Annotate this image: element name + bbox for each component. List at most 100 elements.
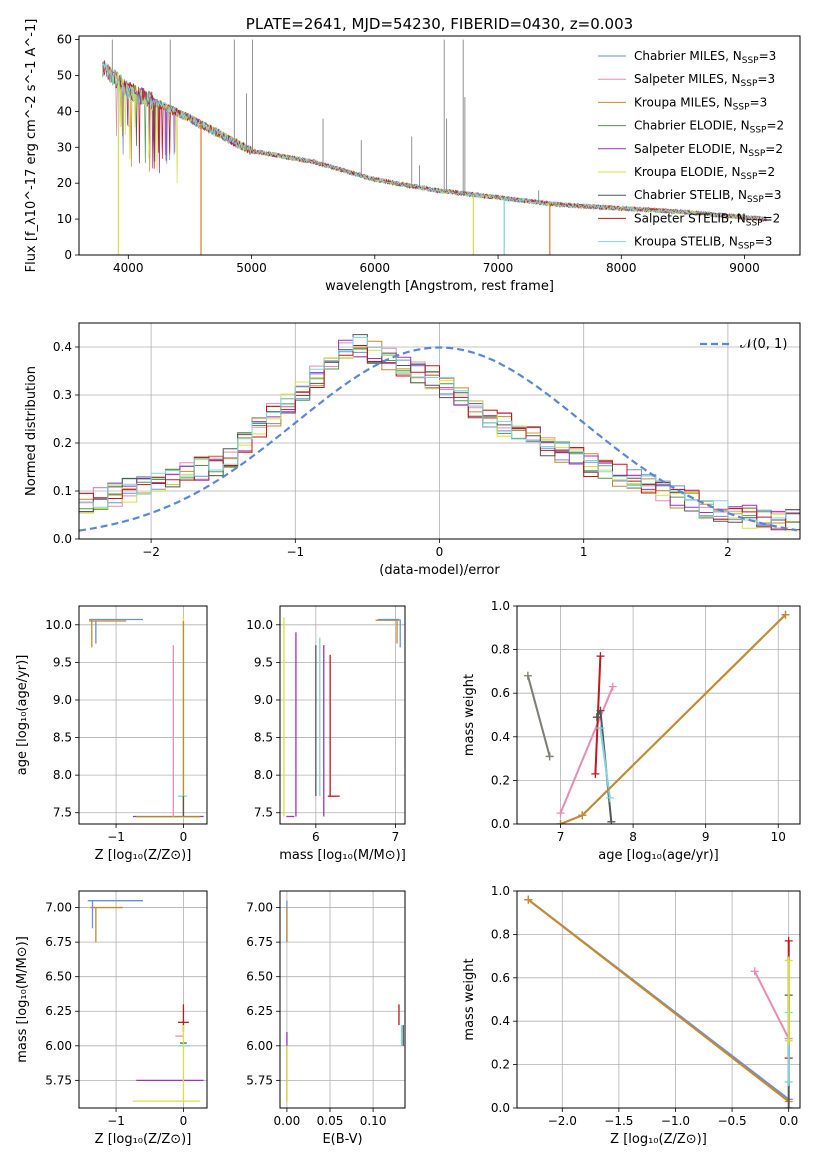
y-tick-label: 6.00 (45, 1039, 72, 1053)
mass-weight-series-3 (753, 970, 790, 1040)
plus-marker (596, 724, 605, 733)
axes-frame (516, 890, 801, 1109)
y-tick-label: 10 (57, 212, 72, 226)
x-tick-label: 0.0 (779, 1114, 798, 1128)
panel-4 (280, 606, 405, 824)
panel-8-axes: −2.0 −1.5 −1.0 −0.5 0.0 0.0 0.2 0.4 0.6 0.8 1.0 Z [… (462, 884, 801, 1147)
x-tick-label: −1.5 (604, 1114, 633, 1128)
mass-weight-series-8 (560, 613, 787, 824)
x-tick-label: 0 (180, 1114, 188, 1128)
plus-marker (524, 895, 533, 904)
panel-6-segments (87, 900, 204, 1102)
y-tick-label: 0.4 (491, 1014, 510, 1028)
chart-title: PLATE=2641, MJD=54230, FIBERID=0430, z=0… (246, 15, 633, 33)
legend-entry: Kroupa ELODIE, NSSP=2 (634, 165, 775, 182)
panel-3-segments (89, 617, 204, 818)
y-tick-label: 0.1 (53, 484, 72, 498)
plus-marker (607, 817, 616, 824)
x-tick-label: 1 (580, 545, 588, 559)
plus-marker (556, 820, 565, 824)
x-tick-label: 9 (702, 830, 710, 844)
y-tick-label: 0.4 (53, 340, 72, 354)
y-tick-label: 6.50 (246, 970, 273, 984)
legend-entry: Kroupa MILES, NSSP=3 (634, 95, 767, 112)
legend-entry: Chabrier ELODIE, NSSP=2 (634, 119, 784, 136)
x-tick-label: 7 (557, 830, 565, 844)
plus-marker (523, 671, 532, 680)
panel-2-axes: −2 −1 0 1 2 0.0 0.1 0.2 0.3 0.4 (data-model)/error… (24, 322, 801, 578)
y-tick-label: 7.00 (246, 901, 273, 915)
x-tick-label: 6 (312, 830, 320, 844)
plus-marker (784, 956, 793, 965)
plus-marker (591, 769, 600, 778)
panel-3 (79, 606, 207, 824)
legend-entry: 𝒩(0, 1) (740, 337, 787, 352)
normal-distribution-curve (79, 346, 798, 532)
legend-entry: Chabrier STELIB, NSSP=3 (634, 188, 782, 205)
axes-frame (78, 605, 208, 825)
plus-marker (592, 713, 601, 722)
x-axis-label: Z [log₁₀(Z/Z⊙)] (95, 1132, 192, 1147)
y-tick-label: 7.5 (254, 806, 273, 820)
y-axis-label: Flux [f_λ10^-17 erg cm^-2 s^-1 A^-1] (24, 19, 39, 273)
panel-8-series (524, 895, 793, 1108)
y-tick-label: 9.0 (254, 693, 273, 707)
x-axis-label: E(B-V) (322, 1132, 362, 1147)
y-tick-label: 9.0 (53, 693, 72, 707)
axes-frame (78, 35, 801, 256)
panel-4-axes: 6 7 7.5 8.0 8.5 9.0 9.5 10.0 mass [log₁₀(M/M⊙)] (246, 605, 406, 863)
y-tick-label: 7.5 (53, 806, 72, 820)
mass-weight-series-7 (560, 613, 787, 824)
legend-entry: Salpeter ELODIE, NSSP=2 (634, 142, 783, 159)
y-tick-label: 0.8 (491, 643, 510, 657)
panel-6-axes: −1 0 5.75 6.00 6.25 6.50 6.75 7.00 Z [log₁₀(Z/Z⊙… (15, 890, 208, 1147)
plus-marker (750, 967, 759, 976)
x-tick-label: 9000 (729, 261, 760, 275)
x-axis-label: mass [log₁₀(M/M⊙)] (279, 848, 406, 863)
x-tick-label: 10 (771, 830, 786, 844)
axes-frame (78, 890, 208, 1109)
mass-weight-series-2 (526, 675, 551, 757)
plus-marker (781, 610, 790, 619)
axes-frame (279, 890, 406, 1109)
axes-frame (516, 605, 801, 825)
residual-histograms (79, 334, 800, 532)
x-axis-label: (data-model)/error (379, 563, 500, 578)
x-tick-label: 5000 (236, 261, 267, 275)
y-tick-label: 20 (57, 176, 72, 190)
y-tick-label: 9.5 (254, 655, 273, 669)
plus-marker (608, 682, 617, 691)
x-tick-label: −0.5 (718, 1114, 747, 1128)
x-tick-label: 8000 (606, 261, 637, 275)
axes-frame (279, 605, 406, 825)
mass-weight-series-5 (595, 707, 613, 822)
x-tick-label: −1 (107, 830, 125, 844)
spectrum-lines (102, 39, 767, 255)
x-tick-label: −2 (142, 545, 160, 559)
y-tick-label: 5.75 (45, 1073, 72, 1087)
plus-marker (784, 1036, 793, 1045)
x-tick-label: −1 (286, 545, 304, 559)
legend-entry: Salpeter MILES, NSSP=3 (634, 72, 775, 89)
y-tick-label: 0.2 (491, 1058, 510, 1072)
x-axis-label: Z [log₁₀(Z/Z⊙)] (95, 848, 192, 863)
y-tick-label: 8.5 (53, 731, 72, 745)
panel-1-axes: 4000 5000 6000 7000 8000 9000 0 10 20 30 40 50 60 wav… (24, 15, 801, 294)
panel-4-segments (283, 617, 401, 818)
plus-marker (556, 809, 565, 818)
x-tick-label: 8 (629, 830, 637, 844)
x-tick-label: 0.00 (274, 1114, 301, 1128)
y-tick-label: 0.0 (53, 532, 72, 546)
y-tick-label: 40 (57, 104, 72, 118)
y-tick-label: 5.75 (246, 1073, 273, 1087)
y-tick-label: 0.2 (53, 436, 72, 450)
panel-5-axes: 7 8 9 10 0.0 0.2 0.4 0.6 0.8 1.0 age [log₁₀(age/yr… (462, 599, 801, 863)
plus-marker (784, 1104, 793, 1108)
x-tick-label: 7000 (483, 261, 514, 275)
y-axis-label: Normed distribution (24, 366, 39, 496)
mass-weight-series-2 (527, 898, 790, 1103)
panel-6 (79, 891, 207, 1108)
plus-marker (784, 1077, 793, 1086)
plus-marker (605, 793, 614, 802)
